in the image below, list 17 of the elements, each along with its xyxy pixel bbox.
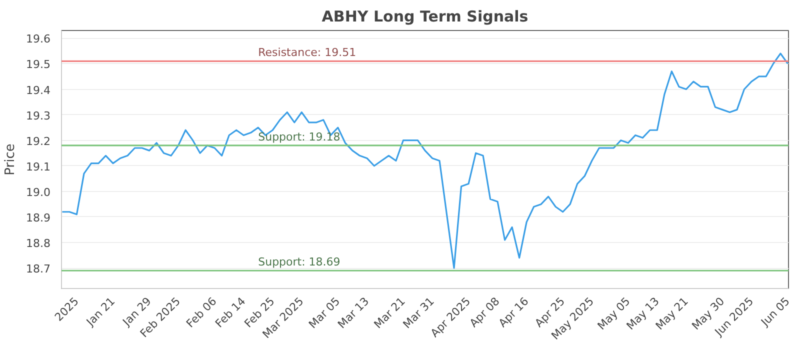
y-tick-label: 19.1 (26, 160, 51, 174)
y-tick-label: 19.3 (26, 109, 51, 122)
y-tick-label: 18.7 (26, 262, 51, 276)
x-tick-label: Jan 21 (83, 294, 118, 330)
y-tick-label: 19.2 (26, 134, 51, 148)
y-tick-label: 19.0 (26, 186, 51, 199)
y-tick-label: 19.4 (26, 84, 51, 97)
y-tick-label: 18.8 (26, 237, 51, 250)
chart-title: ABHY Long Term Signals (322, 8, 528, 26)
x-tick-label: Jun 05 (758, 294, 792, 330)
y-tick-label: 19.5 (26, 58, 51, 72)
ref-line-label: Support: 18.69 (258, 256, 340, 269)
ref-line-label: Resistance: 19.51 (258, 46, 356, 60)
ref-line-label: Support: 19.18 (258, 130, 340, 144)
y-axis-title: Price (3, 144, 18, 176)
y-tick-label: 19.6 (26, 32, 51, 46)
y-tick-label: 18.9 (26, 211, 51, 224)
